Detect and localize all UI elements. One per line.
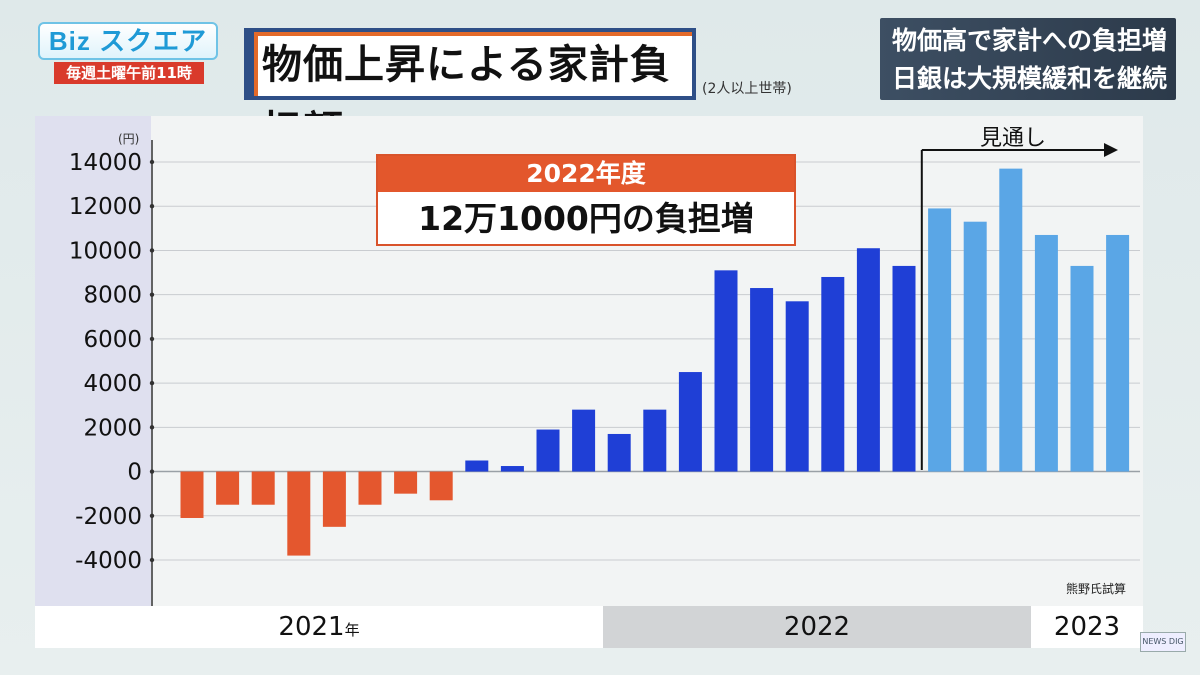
source-note: 熊野氏試算 [1066, 582, 1127, 596]
forecast-arrow-head [1104, 143, 1118, 157]
year-band-2022: 2022 [603, 606, 1031, 648]
y-tick-label: 4000 [83, 371, 142, 397]
year-label-2023: 2023 [1053, 612, 1121, 642]
bar [714, 270, 738, 472]
year-label-2022: 2022 [783, 612, 851, 642]
bar [251, 471, 275, 505]
bar [821, 276, 845, 472]
y-tick-label: 6000 [83, 327, 142, 353]
forecast-label: 見通し [980, 126, 1047, 151]
show-logo: Biz スクエア 毎週土曜午前11時 [38, 22, 218, 84]
bar [322, 471, 346, 527]
y-tick-label: -2000 [75, 504, 142, 530]
year-label-2021: 2021 [278, 612, 345, 642]
news-dig-watermark: NEWS DIG [1140, 632, 1186, 652]
y-tick-label: 12000 [69, 194, 142, 220]
show-schedule: 毎週土曜午前11時 [54, 62, 204, 84]
bar [750, 288, 774, 472]
bar [287, 471, 311, 556]
bar [1070, 265, 1094, 472]
bar [678, 372, 702, 472]
y-tick-label: 8000 [83, 283, 142, 309]
bar [536, 429, 560, 472]
y-axis-panel [35, 116, 151, 606]
y-axis-unit: (円) [118, 132, 140, 146]
headline-panel [880, 18, 1176, 100]
bar [1106, 234, 1130, 472]
bar [429, 471, 453, 501]
y-tick-label: 0 [127, 460, 142, 486]
y-tick-label: -4000 [75, 548, 142, 574]
title-frame [244, 28, 696, 100]
bar [643, 409, 667, 472]
bar [1034, 234, 1058, 472]
headline-line-2: 日銀は大規模緩和を継続 [892, 64, 1168, 93]
bar [572, 409, 596, 472]
bar [999, 168, 1023, 472]
year-band-2023: 2023 [1031, 606, 1143, 648]
year-band-2021: 2021年 [35, 606, 603, 648]
bar [607, 433, 631, 472]
y-tick-label: 14000 [69, 150, 142, 176]
bar [892, 265, 916, 472]
bar [856, 248, 880, 472]
show-logo-text: Biz スクエア [38, 22, 218, 60]
bar [465, 460, 489, 472]
bar [500, 466, 524, 472]
bar [180, 471, 204, 518]
callout-header: 2022年度 [378, 156, 794, 192]
bar [785, 301, 809, 472]
bar [216, 471, 240, 505]
y-tick-label: 10000 [69, 238, 142, 264]
title-note: (2人以上世帯) [702, 81, 792, 97]
bar [358, 471, 382, 505]
callout-main: 12万1000円の負担増 [418, 199, 754, 238]
bar [394, 471, 418, 494]
headline-line-1: 物価高で家計への負担増 [892, 26, 1168, 55]
year-suffix-2021: 年 [344, 621, 360, 639]
bar [928, 208, 952, 472]
bar [963, 221, 987, 472]
y-tick-label: 2000 [83, 415, 142, 441]
